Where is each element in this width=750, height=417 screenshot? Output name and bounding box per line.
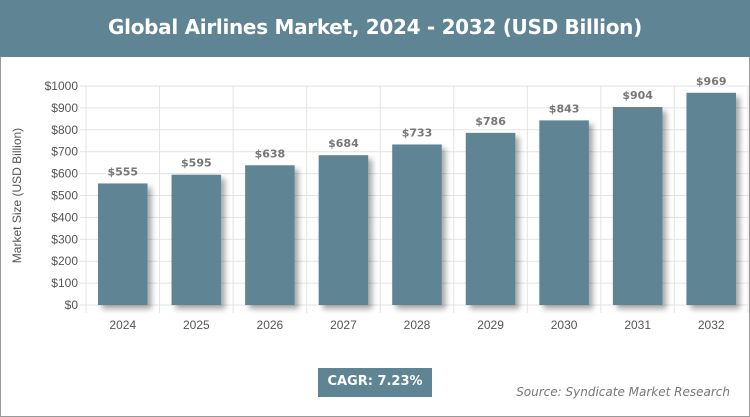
data-label: $684 <box>328 137 359 150</box>
source-note: Source: Syndicate Market Research <box>516 385 730 399</box>
chart-title: Global Airlines Market, 2024 - 2032 (USD… <box>0 0 750 57</box>
x-tick-label: 2030 <box>551 318 578 332</box>
y-tick-label: $0 <box>65 298 79 312</box>
y-tick-label: $1000 <box>45 79 79 93</box>
bar-2030 <box>539 120 589 305</box>
bar-2032 <box>686 92 736 305</box>
data-label: $733 <box>402 126 433 139</box>
bar-chart: $0 $100 $200 $300 $400 $500 $600 $700 $800 $900 $1… <box>10 75 749 332</box>
bar-2028 <box>392 144 442 305</box>
y-tick-label: $300 <box>51 232 78 246</box>
y-tick-label: $600 <box>51 167 78 181</box>
y-axis-label: Market Size (USD Billion) <box>10 128 24 263</box>
bar-2025 <box>171 174 222 305</box>
data-label: $904 <box>622 89 653 102</box>
cagr-badge: CAGR: 7.23% <box>318 368 432 397</box>
y-tick-label: $100 <box>51 276 78 290</box>
x-tick-label: 2029 <box>477 318 504 332</box>
data-label: $786 <box>475 115 506 128</box>
x-tick-label: 2027 <box>330 318 357 332</box>
y-tick-label: $200 <box>51 254 78 268</box>
bar-2027 <box>318 155 369 305</box>
x-tick-label: 2028 <box>404 318 431 332</box>
x-tick-label: 2025 <box>183 318 210 332</box>
data-label: $843 <box>549 102 580 115</box>
bar-2024 <box>98 183 148 305</box>
y-tick-label: $900 <box>51 101 78 115</box>
x-tick-label: 2031 <box>624 318 651 332</box>
data-label: $595 <box>181 157 212 170</box>
x-tick-label: 2026 <box>257 318 284 332</box>
bar-2031 <box>612 107 663 305</box>
y-tick-label: $700 <box>51 145 78 159</box>
x-tick-label: 2024 <box>109 318 136 332</box>
data-label: $638 <box>255 147 286 160</box>
x-tick-label: 2032 <box>698 318 725 332</box>
bar-2029 <box>465 132 516 305</box>
data-label: $555 <box>107 165 138 178</box>
y-tick-label: $800 <box>51 123 78 137</box>
y-tick-label: $500 <box>51 189 78 203</box>
y-tick-label: $400 <box>51 210 78 224</box>
data-label: $969 <box>696 75 727 88</box>
bar-2026 <box>245 165 295 305</box>
